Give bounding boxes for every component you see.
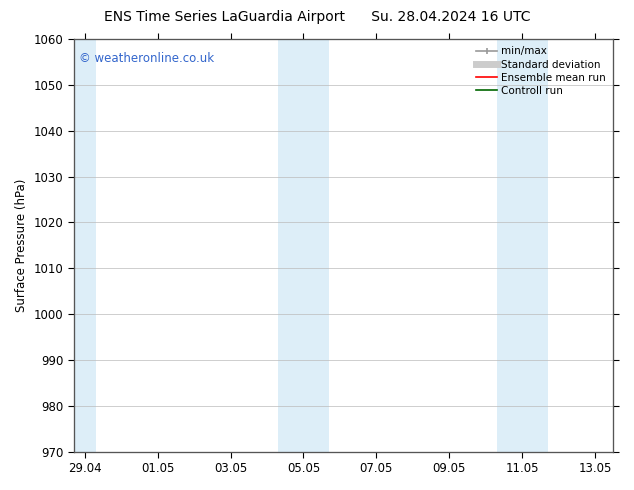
Legend: min/max, Standard deviation, Ensemble mean run, Controll run: min/max, Standard deviation, Ensemble me… [474,45,608,98]
Y-axis label: Surface Pressure (hPa): Surface Pressure (hPa) [15,179,28,312]
Bar [522,39,548,452]
Bar [278,39,304,452]
Text: ENS Time Series LaGuardia Airport      Su. 28.04.2024 16 UTC: ENS Time Series LaGuardia Airport Su. 28… [104,10,530,24]
Bar [304,39,329,452]
Text: © weatheronline.co.uk: © weatheronline.co.uk [79,51,214,65]
Bar [74,39,96,452]
Bar [497,39,522,452]
